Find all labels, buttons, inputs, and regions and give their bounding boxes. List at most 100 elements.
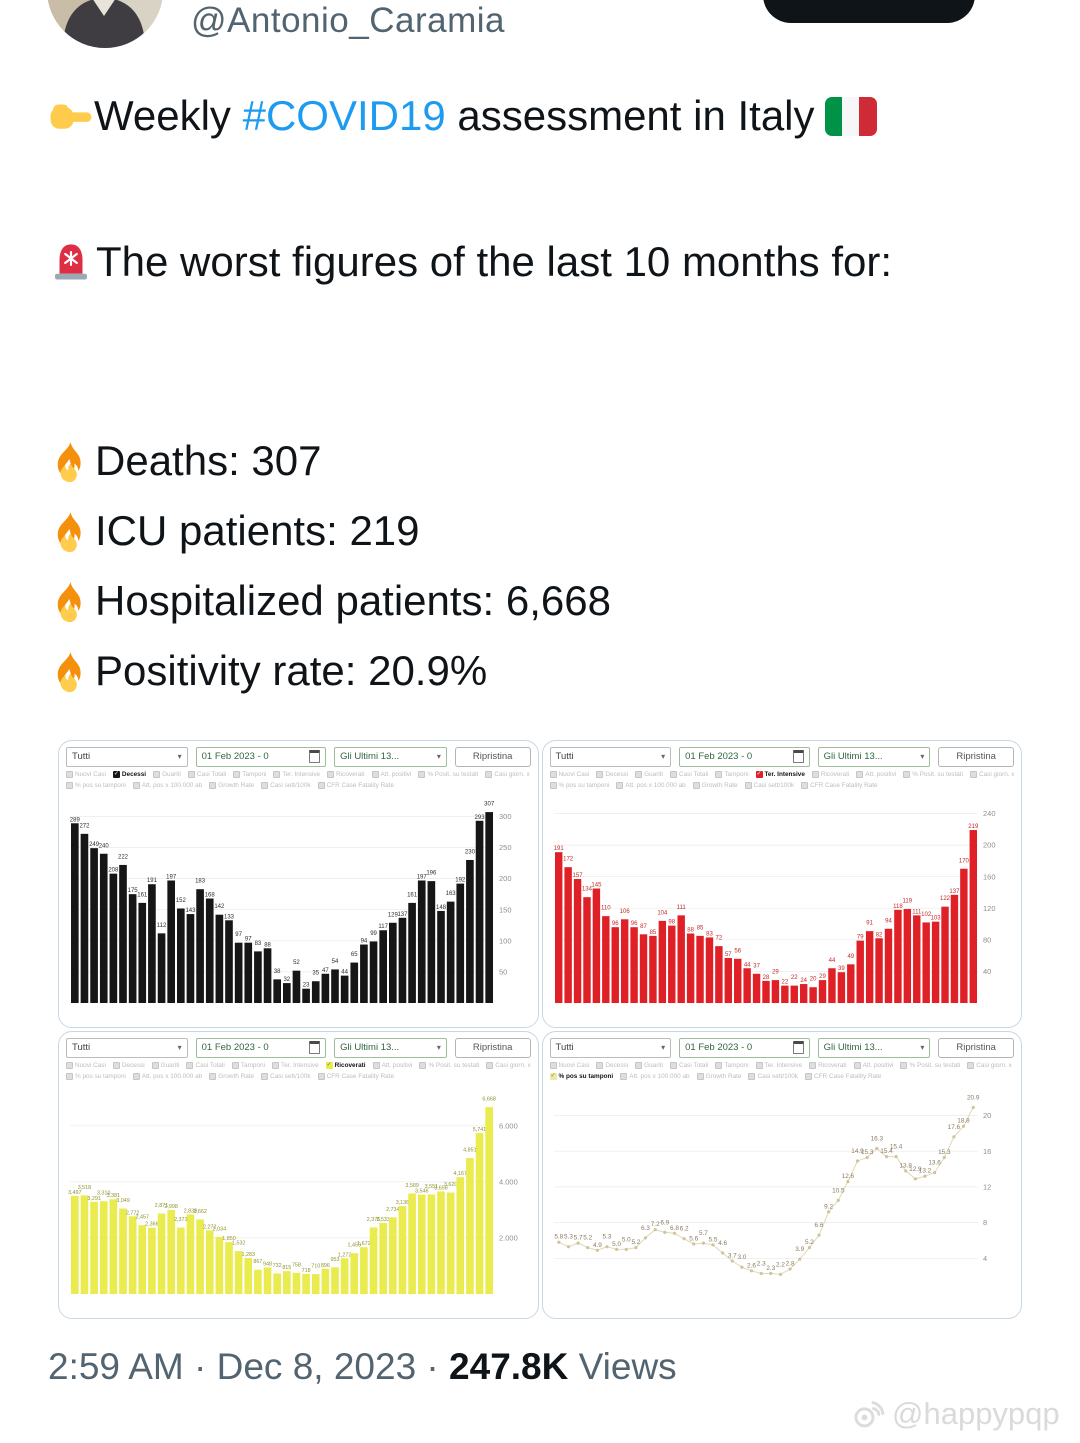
metric-checkbox-posit-su-testati[interactable]: % Posit. su testati	[903, 771, 963, 778]
metric-checkbox-tamponi[interactable]: Tamponi	[715, 771, 749, 778]
metric-checkbox-casi-totali[interactable]: Casi Totali	[187, 771, 226, 778]
panel-toolbar: Tutti ▾ 01 Feb 2023 - 0 Gli Ultimi 13... ▾ Ri…	[66, 1037, 531, 1058]
filter-select[interactable]: Tutti ▾	[549, 1037, 672, 1058]
metric-checkbox-row: % pos su tamponi Att. pos x 100.000 ab Gro…	[66, 1073, 531, 1080]
svg-text:2,457: 2,457	[136, 1215, 150, 1221]
metric-checkbox-ricoverati[interactable]: Ricoverati	[327, 771, 365, 778]
metric-checkbox-posit-su-testati[interactable]: % Posit. su testati	[418, 771, 478, 778]
metric-checkbox-nuovi-casi[interactable]: Nuovi Casi	[66, 1062, 106, 1069]
metric-checkbox-label: % pos su tamponi	[75, 782, 126, 789]
metric-checkbox-casi-totali[interactable]: Casi Totali	[669, 771, 708, 778]
metric-checkbox-guariti[interactable]: Guariti	[635, 771, 663, 778]
metric-checkbox-label: Att. positivi	[381, 1062, 413, 1069]
metric-checkbox-ter-intensive[interactable]: Ter. Intensive	[755, 1062, 802, 1069]
svg-text:10.5: 10.5	[832, 1187, 845, 1194]
metric-checkbox-decessi[interactable]: Decessi	[596, 1062, 628, 1069]
dashboard-grid[interactable]: Tutti ▾ 01 Feb 2023 - 0 Gli Ultimi 13... ▾ Ri…	[58, 740, 1022, 1319]
metric-checkbox-growth-rate[interactable]: Growth Rate	[696, 1073, 741, 1080]
unchecked-checkbox-icon	[669, 1062, 677, 1069]
hashtag-link[interactable]: #COVID19	[242, 92, 446, 139]
svg-text:3,589: 3,589	[405, 1183, 419, 1189]
metric-checkbox-att-positivi[interactable]: Att. positivi	[856, 771, 896, 778]
metric-checkbox-casi-giorn-x-100k[interactable]: Casi giorn. x 100k	[967, 1062, 1014, 1069]
reset-button[interactable]: Ripristina	[454, 1037, 531, 1058]
filter-select[interactable]: Tutti ▾	[66, 1037, 188, 1058]
period-select[interactable]: Gli Ultimi 13... ▾	[334, 1037, 447, 1058]
metric-checkbox-att-pos-x-100-000-ab[interactable]: Att. pos x 100.000 ab	[132, 782, 203, 789]
period-select[interactable]: Gli Ultimi 13... ▾	[334, 746, 447, 767]
metric-checkbox-att-pos-x-100-000-ab[interactable]: Att. pos x 100.000 ab	[616, 782, 686, 789]
metric-checkbox-ter-intensive[interactable]: Ter. Intensive	[272, 1062, 319, 1069]
metric-checkbox-att-pos-x-100-000-ab[interactable]: Att. pos x 100.000 ab	[620, 1073, 690, 1080]
metric-checkbox-nuovi-casi[interactable]: Nuovi Casi	[549, 1062, 589, 1069]
metric-checkbox-casi-sett-100k[interactable]: Casi sett/100k	[748, 1073, 798, 1080]
svg-text:104: 104	[657, 910, 668, 916]
metric-checkbox-nuovi-casi[interactable]: Nuovi Casi	[66, 771, 106, 778]
period-select[interactable]: Gli Ultimi 13... ▾	[817, 1037, 931, 1058]
metric-checkbox-att-positivi[interactable]: Att. positivi	[371, 771, 411, 778]
svg-text:2,839: 2,839	[184, 1208, 198, 1214]
metric-checkbox-growth-rate[interactable]: Growth Rate	[209, 782, 254, 789]
date-range-input[interactable]: 01 Feb 2023 - 0	[195, 746, 327, 767]
unchecked-checkbox-icon	[66, 782, 73, 789]
tweet-meta[interactable]: 2:59 AM · Dec 8, 2023 · 247.8K Views	[48, 1346, 677, 1388]
metric-checkbox-decessi[interactable]: Decessi	[596, 771, 628, 778]
metric-checkbox-cfr-case-fatality-rate[interactable]: CFR Case Fatality Rate	[804, 1073, 881, 1080]
metric-checkbox-cfr-case-fatality-rate[interactable]: CFR Case Fatality Rate	[317, 1073, 394, 1080]
metric-checkbox-cfr-case-fatality-rate[interactable]: CFR Case Fatality Rate	[801, 782, 878, 789]
metric-checkbox-pos-su-tamponi[interactable]: % pos su tamponi	[549, 782, 609, 789]
user-handle[interactable]: @Antonio_Caramia	[191, 1, 505, 40]
follow-button[interactable]	[763, 0, 975, 23]
metric-checkbox-decessi[interactable]: Decessi	[112, 1062, 145, 1069]
filter-select[interactable]: Tutti ▾	[66, 746, 188, 767]
metric-checkbox-casi-sett-100k[interactable]: Casi sett/100k	[744, 782, 794, 789]
metric-checkbox-growth-rate[interactable]: Growth Rate	[209, 1073, 254, 1080]
metric-checkbox-ter-intensive[interactable]: ✓ Ter. Intensive	[755, 771, 805, 778]
metric-checkbox-guariti[interactable]: Guariti	[635, 1062, 663, 1069]
metric-checkbox-pos-su-tamponi[interactable]: % pos su tamponi	[66, 1073, 126, 1080]
date-range-input[interactable]: 01 Feb 2023 - 0	[679, 1037, 810, 1058]
metric-checkbox-guariti[interactable]: Guariti	[151, 1062, 179, 1069]
reset-button[interactable]: Ripristina	[938, 1037, 1014, 1058]
metric-checkbox-casi-totali[interactable]: Casi Totali	[186, 1062, 225, 1069]
metric-checkbox-cfr-case-fatality-rate[interactable]: CFR Case Fatality Rate	[317, 782, 394, 789]
metric-checkbox-casi-giorn-x-100k[interactable]: Casi giorn. x 100k	[485, 771, 531, 778]
svg-text:23: 23	[303, 983, 310, 989]
date-range-input[interactable]: 01 Feb 2023 - 0	[195, 1037, 327, 1058]
metric-checkbox-posit-su-testati[interactable]: % Posit. su testati	[419, 1062, 479, 1069]
metric-checkbox-growth-rate[interactable]: Growth Rate	[692, 782, 738, 789]
metric-checkbox-tamponi[interactable]: Tamponi	[233, 771, 266, 778]
date-range-input[interactable]: 01 Feb 2023 - 0	[679, 746, 810, 767]
metric-checkbox-casi-giorn-x-100k[interactable]: Casi giorn. x 100k	[486, 1062, 531, 1069]
metric-checkbox-ter-intensive[interactable]: Ter. Intensive	[273, 771, 320, 778]
metric-checkbox-att-positivi[interactable]: Att. positivi	[853, 1062, 893, 1069]
svg-text:38: 38	[274, 969, 281, 975]
svg-text:8: 8	[983, 1218, 987, 1227]
metric-checkbox-pos-su-tamponi[interactable]: ✓% pos su tamponi	[549, 1073, 613, 1080]
metric-checkbox-nuovi-casi[interactable]: Nuovi Casi	[549, 771, 589, 778]
metric-checkbox-guariti[interactable]: Guariti	[153, 771, 181, 778]
metric-checkbox-label: Att. pos x 100.000 ab	[141, 782, 203, 789]
metric-checkbox-casi-giorn-x-100k[interactable]: Casi giorn. x 100k	[970, 771, 1014, 778]
metric-checkbox-ricoverati[interactable]: Ricoverati	[811, 771, 849, 778]
metric-checkbox-att-pos-x-100-000-ab[interactable]: Att. pos x 100.000 ab	[132, 1073, 202, 1080]
metric-checkbox-tamponi[interactable]: Tamponi	[715, 1062, 749, 1069]
metric-checkbox-pos-su-tamponi[interactable]: % pos su tamponi	[66, 782, 126, 789]
metric-checkbox-att-positivi[interactable]: Att. positivi	[372, 1062, 413, 1069]
metric-checkbox-casi-sett-100k[interactable]: Casi sett/100k	[261, 782, 311, 789]
metric-checkbox-casi-totali[interactable]: Casi Totali	[669, 1062, 708, 1069]
metric-checkbox-ricoverati[interactable]: ✓ Ricoverati	[325, 1062, 366, 1069]
metric-checkbox-label: Ter. Intensive	[764, 771, 805, 778]
reset-button[interactable]: Ripristina	[454, 746, 531, 767]
filter-select[interactable]: Tutti ▾	[549, 746, 672, 767]
metric-checkbox-casi-sett-100k[interactable]: Casi sett/100k	[261, 1073, 311, 1080]
reset-button[interactable]: Ripristina	[938, 746, 1014, 767]
svg-text:15.3: 15.3	[938, 1149, 951, 1156]
metric-checkbox-decessi[interactable]: ✓ Decessi	[112, 771, 146, 778]
avatar[interactable]	[47, 0, 163, 48]
metric-checkbox-tamponi[interactable]: Tamponi	[231, 1062, 265, 1069]
metric-checkbox-posit-su-testati[interactable]: % Posit. su testati	[900, 1062, 960, 1069]
metric-checkbox-ricoverati[interactable]: Ricoverati	[809, 1062, 847, 1069]
svg-text:5,741: 5,741	[473, 1127, 487, 1133]
period-select[interactable]: Gli Ultimi 13... ▾	[817, 746, 931, 767]
